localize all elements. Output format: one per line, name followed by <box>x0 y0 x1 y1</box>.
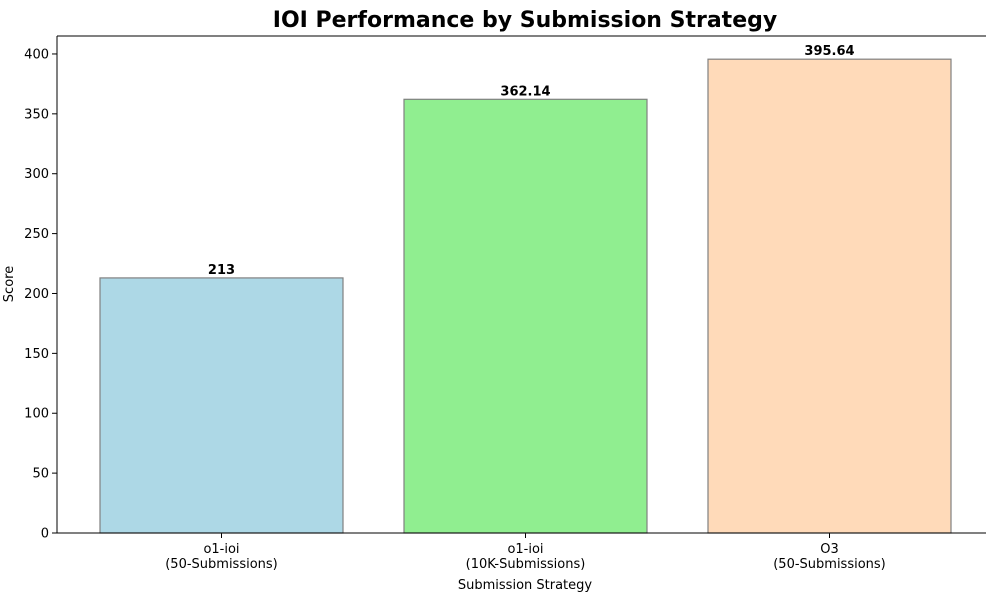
y-tick-label: 300 <box>24 167 49 182</box>
x-tick-label: o1-ioi <box>203 542 239 557</box>
bar <box>403 98 648 534</box>
y-tick-label: 400 <box>24 47 49 62</box>
bar <box>99 277 344 534</box>
bar-value-label: 395.64 <box>804 44 854 59</box>
y-tick-label: 350 <box>24 107 49 122</box>
x-axis-label: Submission Strategy <box>458 578 593 592</box>
x-tick-label: (50-Submissions) <box>165 557 278 572</box>
bar <box>707 58 952 534</box>
x-axis: o1-ioi(50-Submissions)o1-ioi(10K-Submiss… <box>165 533 886 572</box>
bars <box>99 58 952 534</box>
y-tick-label: 50 <box>32 467 49 482</box>
bar-value-label: 362.14 <box>500 84 550 99</box>
data-labels: 213 362.14 395.64 <box>208 44 855 278</box>
chart-title: IOI Performance by Submission Strategy <box>273 8 777 33</box>
x-tick-label: o1-ioi <box>507 542 543 557</box>
y-axis-label: Score <box>2 266 17 302</box>
x-tick-label: (10K-Submissions) <box>466 557 586 572</box>
x-tick-label: O3 <box>820 542 839 557</box>
bar-value-label: 213 <box>208 263 235 278</box>
y-tick-label: 0 <box>41 527 49 542</box>
y-tick-label: 250 <box>24 227 49 242</box>
y-tick-label: 100 <box>24 407 49 422</box>
y-tick-label: 200 <box>24 287 49 302</box>
y-tick-label: 150 <box>24 347 49 362</box>
y-axis: 0 50 100 150 200 250 300 350 400 <box>24 47 57 542</box>
x-tick-label: (50-Submissions) <box>773 557 886 572</box>
